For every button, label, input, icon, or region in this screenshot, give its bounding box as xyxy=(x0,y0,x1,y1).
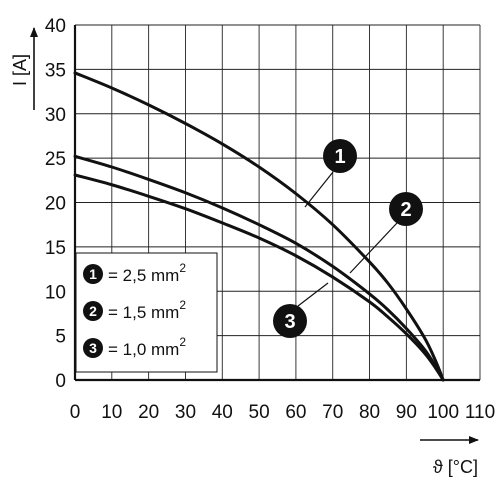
leader-line xyxy=(349,222,398,274)
x-tick-label: 80 xyxy=(359,402,380,423)
legend-marker xyxy=(83,338,103,358)
legend-marker-label: 1 xyxy=(89,266,97,282)
legend-entry-superscript: 2 xyxy=(179,298,186,312)
y-tick-label: 10 xyxy=(45,282,66,303)
curve-badge-label: 1 xyxy=(334,146,345,168)
legend-entry-superscript: 2 xyxy=(179,261,186,275)
x-tick-label: 10 xyxy=(101,402,122,423)
curves xyxy=(73,71,445,382)
series-line-2 xyxy=(73,154,445,382)
y-axis-title: I [A] xyxy=(10,27,38,110)
curve-badge xyxy=(273,304,307,338)
legend-marker-label: 2 xyxy=(89,303,97,319)
y-axis-label: I [A] xyxy=(10,54,30,86)
leader-line xyxy=(297,282,329,307)
y-tick-label: 0 xyxy=(55,371,66,392)
x-tick-label: 60 xyxy=(285,402,306,423)
y-tick-labels: 0 5 10 15 20 25 30 35 40 xyxy=(45,16,66,392)
curve-badge-label: 3 xyxy=(284,311,295,333)
curve-badge-label: 2 xyxy=(400,199,411,221)
x-tick-label: 100 xyxy=(427,402,459,423)
curve-badges: 1 2 3 xyxy=(273,139,423,338)
x-axis-label: ϑ [°C] xyxy=(433,457,478,477)
legend-entry-superscript: 2 xyxy=(179,335,186,349)
curve-badge xyxy=(323,139,357,173)
x-tick-labels: 0 10 20 30 40 50 60 70 80 90 100 110 xyxy=(70,402,495,423)
y-tick-label: 40 xyxy=(45,16,66,37)
series-line-3 xyxy=(73,173,445,382)
x-tick-label: 30 xyxy=(175,402,196,423)
legend-marker xyxy=(83,264,103,284)
x-tick-label: 50 xyxy=(249,402,270,423)
y-tick-label: 25 xyxy=(45,149,66,170)
x-tick-label: 110 xyxy=(465,402,495,423)
legend-marker-label: 3 xyxy=(89,340,97,356)
x-tick-label: 40 xyxy=(212,402,233,423)
plot-frame xyxy=(73,25,480,382)
y-tick-label: 35 xyxy=(45,60,66,81)
x-tick-label: 20 xyxy=(138,402,159,423)
x-axis-title: ϑ [°C] xyxy=(420,436,479,477)
y-tick-label: 5 xyxy=(55,327,66,348)
y-tick-label: 15 xyxy=(45,238,66,259)
curve-badge xyxy=(389,192,423,226)
x-tick-label: 90 xyxy=(396,402,417,423)
legend-marker xyxy=(83,301,103,321)
series-line-1 xyxy=(73,71,445,382)
x-tick-label: 70 xyxy=(322,402,343,423)
leader-line xyxy=(304,171,334,208)
y-tick-label: 20 xyxy=(45,194,66,215)
leader-lines xyxy=(297,171,398,307)
y-tick-label: 30 xyxy=(45,105,66,126)
x-tick-label: 0 xyxy=(70,402,81,423)
